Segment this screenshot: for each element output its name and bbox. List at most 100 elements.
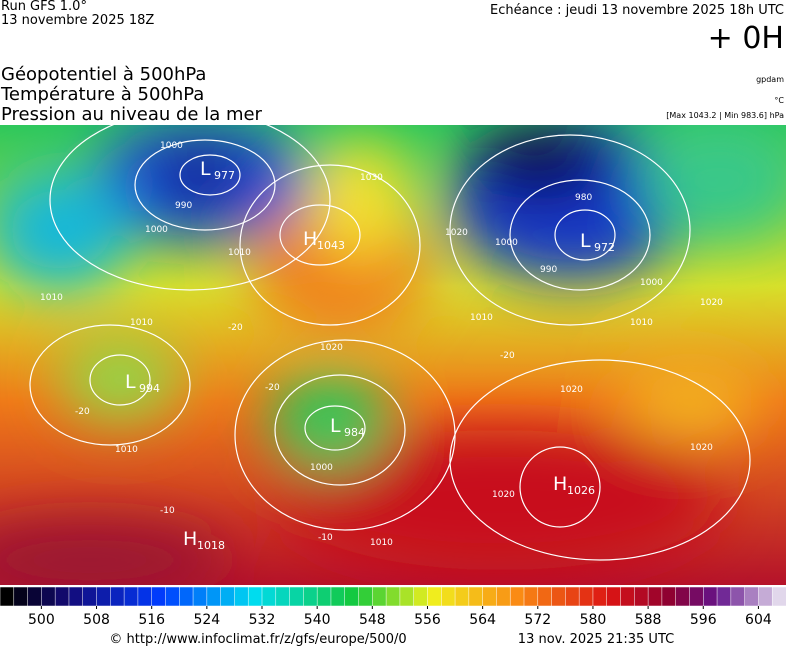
colorbar-swatch [482,586,498,607]
colorbar-swatch [771,586,786,607]
colorbar-swatch [13,586,29,607]
colorbar-swatch [675,586,691,607]
colorbar-swatch [385,586,401,607]
pressure-center-letter: H [303,228,317,250]
contour-label: 1000 [310,463,333,473]
pressure-center-value: 977 [214,169,235,182]
colorbar-swatch [551,586,567,607]
title: Géopotentiel à 500hPa [1,64,206,85]
contour-label: 1010 [115,445,138,455]
pressure-center-value: 1026 [567,484,595,497]
colorbar-swatch [647,586,663,607]
contour-label: 980 [575,193,592,203]
colorbar-swatch [620,586,636,607]
colorbar-tick-label: 500 [28,612,55,628]
colorbar-tick-label: 508 [83,612,110,628]
colorbar-swatch [179,586,194,607]
pressure-center-letter: L [125,371,136,393]
colorbar-swatch [372,586,387,607]
colorbar-tick-label: 516 [138,612,165,628]
contour-label: -20 [500,351,515,361]
colorbar-swatch [123,586,139,607]
valid-time: Echéance : jeudi 13 novembre 2025 18h UT… [490,3,784,18]
colorbar-swatch [661,586,677,607]
colorbar-swatch [523,586,539,607]
generated-time: 13 nov. 2025 21:35 UTC [518,632,674,647]
pressure-center-letter: L [580,230,591,252]
colorbar-swatch [0,586,15,607]
run-label: Run GFS 1.0° [1,0,87,14]
colorbar-swatch [441,586,456,607]
contour-label: 1020 [320,343,343,353]
lead-time: + 0H [708,21,784,56]
unit: [Max 1043.2 | Min 983.6] hPa [666,111,784,120]
colorbar-swatch [509,586,525,607]
unit: °C [774,96,784,105]
colorbar-tick-label: 540 [304,612,331,628]
contour-label: 1010 [630,318,653,328]
contour-label: 990 [175,201,192,211]
pressure-center-value: 984 [344,426,365,439]
unit: gpdam [756,75,784,84]
colorbar-swatch [427,586,443,607]
colorbar-swatch [565,586,580,607]
colorbar-tick-label: 524 [193,612,220,628]
contour-label: -20 [265,383,280,393]
contour-label: 1000 [145,225,168,235]
colorbar-swatch [730,586,746,607]
colorbar-swatch [537,586,553,607]
colorbar-swatch [82,586,98,607]
colorbar-swatch [192,586,208,607]
contour-label: -20 [75,407,90,417]
colorbar-swatch [261,586,277,607]
colorbar-swatch [413,586,429,607]
colorbar-tick-label: 556 [414,612,441,628]
contour-label: 1030 [360,173,383,183]
pressure-center-letter: H [553,473,567,495]
colorbar-swatch [330,586,346,607]
colorbar-swatch [206,586,222,607]
colorbar-swatch [289,586,305,607]
colorbar-swatch [758,586,773,607]
colorbar-swatch [54,586,70,607]
pressure-center-value: 1043 [317,239,345,252]
colorbar-swatch [316,586,332,607]
colorbar-swatch [578,586,594,607]
colorbar-tick-label: 572 [524,612,551,628]
colorbar-tick-label: 596 [690,612,717,628]
colorbar-swatch [68,586,84,607]
colorbar-swatch [358,586,374,607]
colorbar-swatch [303,586,318,607]
contour-label: 1010 [40,293,63,303]
pressure-center-value: 972 [594,241,615,254]
colorbar-swatch [634,586,649,607]
colorbar-tick-label: 604 [745,612,772,628]
colorbar-swatch [344,586,360,607]
contour-label: 1020 [560,385,583,395]
colorbar-swatch [234,586,249,607]
colorbar-swatch [220,586,236,607]
contour-label: 990 [540,265,557,275]
colorbar-swatch [151,586,167,607]
title: Pression au niveau de la mer [1,104,263,125]
colorbar-swatch [716,586,732,607]
contour-label: 1010 [228,248,251,258]
source-url[interactable]: © http://www.infoclimat.fr/z/gfs/europe/… [109,632,406,647]
colorbar-swatch [165,586,181,607]
colorbar-swatch [110,586,125,607]
colorbar-swatch [703,586,718,607]
colorbar-swatch [606,586,622,607]
colorbar-swatch [275,586,291,607]
colorbar-tick-label: 588 [635,612,662,628]
contour-label: 1000 [640,278,663,288]
contour-label: 1010 [470,313,493,323]
colorbar-swatch [247,586,263,607]
contour-label: 1010 [370,538,393,548]
pressure-center-value: 994 [139,382,160,395]
contour-label: 1020 [492,490,515,500]
run-date: 13 novembre 2025 18Z [1,13,154,28]
colorbar-swatch [496,586,511,607]
pressure-center-letter: L [200,158,211,180]
